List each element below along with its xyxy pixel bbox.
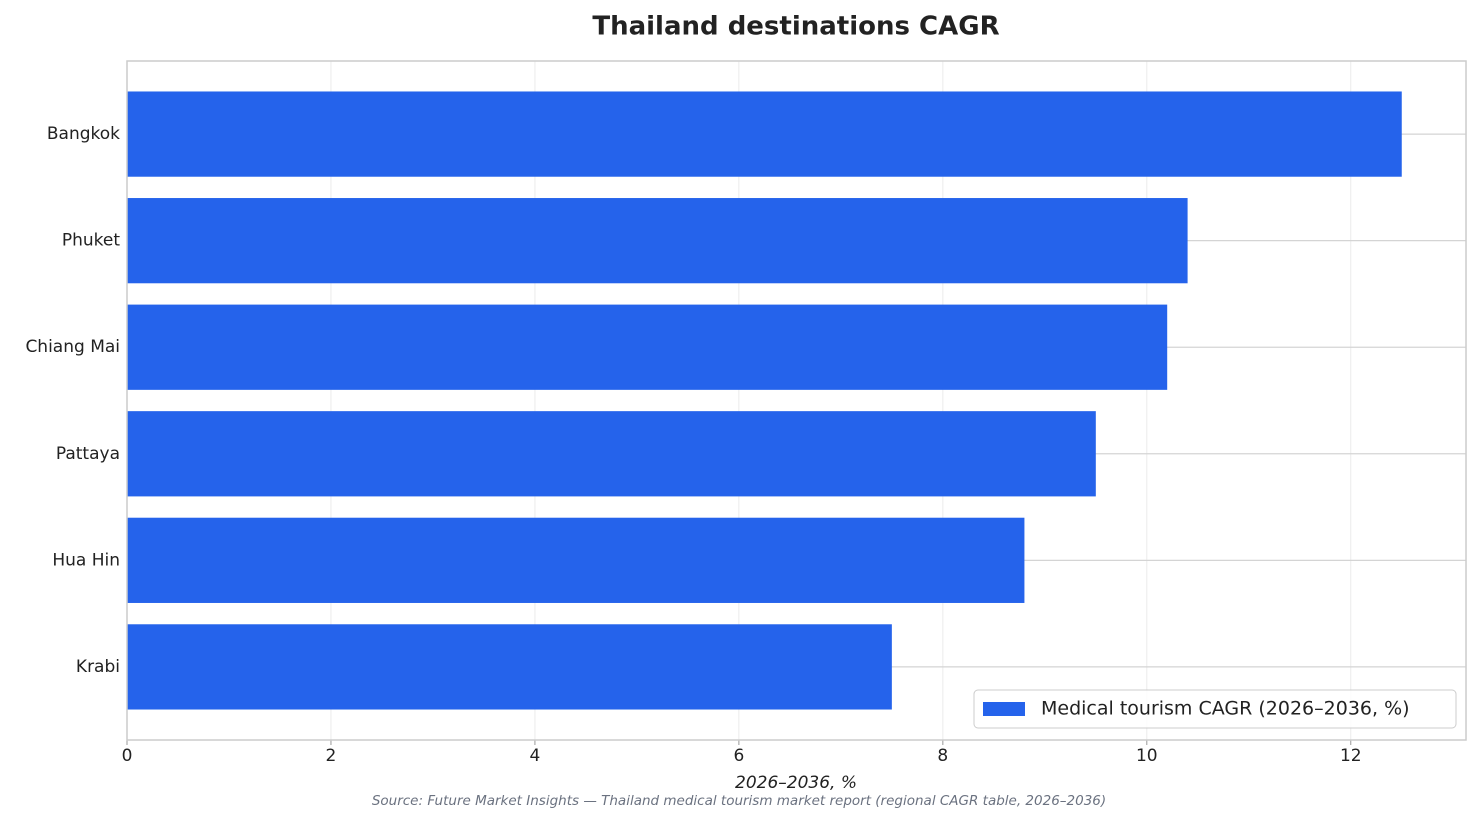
- plot-border: [126, 60, 1467, 741]
- y-tick-label: Krabi: [76, 657, 120, 677]
- x-tick-label: 6: [733, 746, 744, 766]
- source-note: Source: Future Market Insights — Thailan…: [372, 793, 1106, 809]
- bar: [127, 411, 1096, 497]
- chart-title: Thailand destinations CAGR: [592, 12, 999, 42]
- y-tick-label: Chiang Mai: [25, 337, 120, 357]
- bar: [127, 91, 1402, 177]
- y-tick-label: Bangkok: [47, 124, 120, 144]
- x-tick-label: 8: [937, 746, 948, 766]
- y-tick-label: Pattaya: [56, 444, 120, 464]
- legend-box: [973, 689, 1457, 729]
- bar: [127, 517, 1025, 603]
- legend-label: Medical tourism CAGR (2026–2036, %): [1041, 698, 1410, 720]
- legend: Medical tourism CAGR (2026–2036, %): [973, 689, 1457, 729]
- x-axis-label: 2026–2036, %: [735, 773, 857, 793]
- bar: [127, 198, 1188, 284]
- x-tick-label: 2: [326, 746, 337, 766]
- x-tick-label: 12: [1340, 746, 1362, 766]
- x-tick-label: 10: [1136, 746, 1158, 766]
- legend-swatch: [983, 702, 1025, 716]
- y-tick-label: Phuket: [62, 231, 120, 251]
- bar: [127, 304, 1168, 390]
- x-tick-label: 4: [530, 746, 541, 766]
- x-tick-label: 0: [122, 746, 133, 766]
- bar: [127, 624, 892, 710]
- y-tick-label: Hua Hin: [52, 550, 120, 570]
